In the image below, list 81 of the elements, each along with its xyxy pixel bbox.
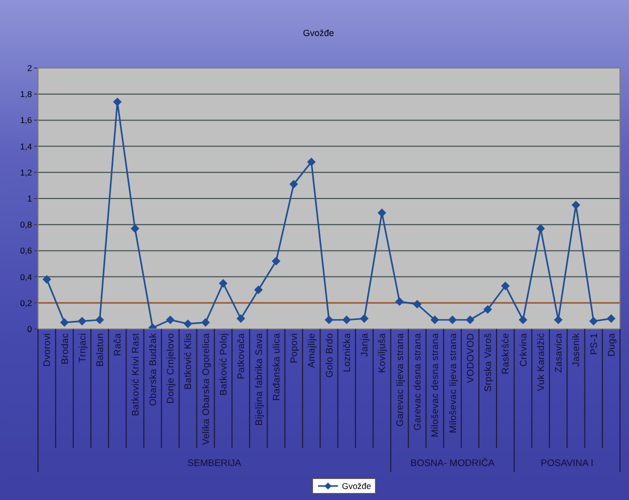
y-tick-label: 0,6 bbox=[20, 246, 32, 256]
point bbox=[589, 317, 598, 326]
x-tick-label: Crkvina bbox=[518, 332, 530, 367]
x-tick-label: Janja bbox=[360, 332, 371, 357]
y-tick-label: 1,2 bbox=[20, 167, 32, 178]
x-tick-label: PS-1 bbox=[588, 333, 600, 355]
y-tick-label: 1,4 bbox=[20, 141, 32, 152]
point bbox=[484, 305, 492, 314]
x-tick-label: Obarska Budžak bbox=[148, 332, 159, 406]
point bbox=[201, 318, 210, 327]
point bbox=[60, 318, 69, 327]
text: SEMBERIJA bbox=[187, 458, 242, 469]
point bbox=[78, 317, 86, 326]
point bbox=[324, 316, 334, 324]
y-tick-label: 0 bbox=[27, 324, 32, 334]
y-tick-label: 1,8 bbox=[20, 89, 32, 100]
text: POSAVINA I bbox=[540, 458, 594, 469]
point bbox=[572, 200, 580, 210]
point bbox=[554, 316, 562, 324]
point bbox=[254, 286, 263, 294]
x-tick-label: Loznička bbox=[342, 332, 353, 372]
point bbox=[395, 297, 404, 306]
point bbox=[113, 98, 122, 106]
text: BOSNA- MODRIČA bbox=[410, 457, 496, 469]
x-tick-label: Rača bbox=[112, 332, 124, 356]
x-tick-label: Bijeljina fabrika Sava bbox=[254, 332, 265, 426]
y-tick-label: 0,4 bbox=[20, 272, 32, 282]
point bbox=[130, 224, 140, 233]
x-tick-label: Balatun bbox=[95, 333, 106, 367]
point bbox=[272, 257, 280, 266]
point bbox=[448, 316, 457, 324]
y-tick-label: 2 bbox=[27, 63, 32, 74]
point bbox=[307, 158, 316, 166]
x-tick-label: Brodac bbox=[60, 332, 71, 364]
point bbox=[413, 300, 422, 308]
point bbox=[378, 208, 386, 217]
x-tick-label: Koviljuša bbox=[377, 332, 388, 373]
x-tick-label: Batković Krivi Rast bbox=[130, 332, 142, 416]
x-tick-label: Patkovača bbox=[236, 332, 248, 380]
x-tick-label: Srpska Varoš bbox=[483, 332, 494, 392]
point bbox=[607, 314, 616, 323]
point bbox=[360, 314, 368, 323]
x-tick-label: Vuk Karadžić bbox=[536, 332, 547, 392]
x-tick-label: VODOVOD bbox=[465, 333, 476, 383]
point bbox=[466, 316, 474, 324]
point bbox=[342, 316, 351, 324]
point bbox=[430, 316, 439, 324]
x-tick-label: Trnjaci bbox=[77, 333, 88, 363]
x-tick-label: Garevac desna strana bbox=[412, 332, 424, 430]
x-tick-label: Velika Obarska Ogorelica bbox=[200, 332, 212, 445]
x-tick-label: Amajlije bbox=[306, 333, 318, 368]
x-tick-label: Miloševac desna strana bbox=[430, 332, 442, 438]
point bbox=[42, 275, 51, 284]
y-tick-label: 1 bbox=[27, 194, 32, 204]
point bbox=[184, 320, 192, 328]
x-tick-label: Raskršće bbox=[500, 333, 512, 374]
x-tick-label: Batković Poloj bbox=[218, 333, 230, 396]
y-tick-label: 0,8 bbox=[20, 220, 32, 230]
point bbox=[536, 224, 545, 233]
point bbox=[236, 314, 245, 323]
x-tick-label: Garevac lijeva strana bbox=[394, 332, 406, 426]
point bbox=[166, 316, 174, 324]
legend-label: Gvožđe bbox=[342, 480, 372, 492]
x-tick-label: Donje Crnjelovo bbox=[166, 333, 177, 404]
y-tick-label: 1,6 bbox=[20, 115, 32, 126]
x-tick-label: Zasavica bbox=[554, 332, 565, 373]
point bbox=[96, 316, 104, 324]
x-tick-label: Jasenik bbox=[571, 332, 582, 367]
x-tick-label: Duga bbox=[606, 332, 618, 357]
chart-title: Gvožđe bbox=[302, 28, 334, 38]
x-tick-label: Batković Klis bbox=[183, 332, 194, 390]
point bbox=[518, 316, 528, 324]
x-tick-label: Rađanska ulica bbox=[271, 332, 282, 401]
y-tick-label: 0,2 bbox=[20, 298, 32, 308]
x-tick-label: Popovi bbox=[289, 333, 300, 364]
x-tick-label: Golo Brdo bbox=[324, 333, 336, 378]
point bbox=[501, 282, 510, 290]
point bbox=[219, 279, 228, 288]
x-tick-label: Miloševac lijeva strana bbox=[448, 332, 459, 434]
point bbox=[290, 180, 298, 188]
x-tick-label: Dvorovi bbox=[42, 333, 54, 367]
